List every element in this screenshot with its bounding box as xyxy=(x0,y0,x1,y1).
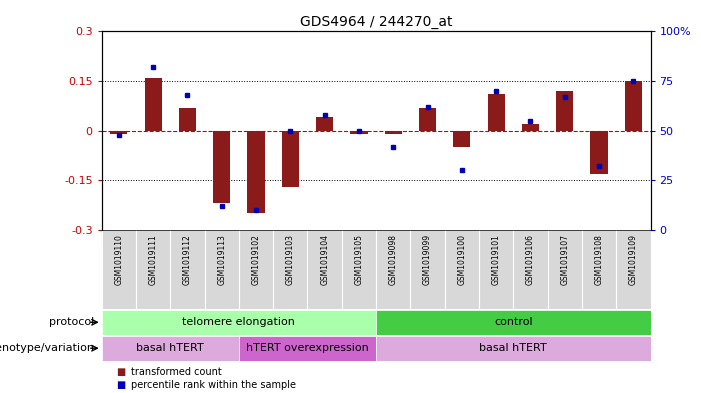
Text: GSM1019107: GSM1019107 xyxy=(560,234,569,285)
Bar xyxy=(376,336,651,361)
Bar xyxy=(488,94,505,130)
Bar xyxy=(102,336,239,361)
Text: GSM1019110: GSM1019110 xyxy=(114,234,123,285)
Bar xyxy=(625,81,642,130)
Bar xyxy=(454,130,470,147)
Text: GSM1019111: GSM1019111 xyxy=(149,234,158,285)
Text: GSM1019104: GSM1019104 xyxy=(320,234,329,285)
Text: GSM1019103: GSM1019103 xyxy=(286,234,295,285)
Text: GSM1019113: GSM1019113 xyxy=(217,234,226,285)
Text: protocol: protocol xyxy=(49,317,95,327)
Text: percentile rank within the sample: percentile rank within the sample xyxy=(131,380,296,390)
Bar xyxy=(144,78,162,130)
Text: genotype/variation: genotype/variation xyxy=(0,343,95,353)
Bar xyxy=(102,310,376,335)
Text: GSM1019101: GSM1019101 xyxy=(491,234,501,285)
Bar xyxy=(239,336,376,361)
Text: transformed count: transformed count xyxy=(131,367,222,377)
Text: GSM1019106: GSM1019106 xyxy=(526,234,535,285)
Text: basal hTERT: basal hTERT xyxy=(479,343,547,353)
Text: ■: ■ xyxy=(116,367,125,377)
Bar xyxy=(385,130,402,134)
Bar xyxy=(179,108,196,130)
Text: GSM1019098: GSM1019098 xyxy=(389,234,397,285)
Text: GSM1019112: GSM1019112 xyxy=(183,234,192,285)
Text: basal hTERT: basal hTERT xyxy=(137,343,204,353)
Text: ■: ■ xyxy=(116,380,125,390)
Title: GDS4964 / 244270_at: GDS4964 / 244270_at xyxy=(300,15,452,29)
Text: GSM1019105: GSM1019105 xyxy=(355,234,363,285)
Bar xyxy=(282,130,299,187)
Bar xyxy=(590,130,608,174)
Bar xyxy=(213,130,231,204)
Bar xyxy=(419,108,436,130)
Bar xyxy=(247,130,264,213)
Text: control: control xyxy=(494,317,533,327)
Bar xyxy=(316,118,333,130)
Bar xyxy=(110,130,128,134)
Text: GSM1019109: GSM1019109 xyxy=(629,234,638,285)
Bar xyxy=(350,130,367,134)
Bar xyxy=(556,91,573,130)
Bar xyxy=(522,124,539,130)
Text: telomere elongation: telomere elongation xyxy=(182,317,295,327)
Text: GSM1019100: GSM1019100 xyxy=(457,234,466,285)
Text: GSM1019108: GSM1019108 xyxy=(594,234,604,285)
Text: GSM1019102: GSM1019102 xyxy=(252,234,261,285)
Text: GSM1019099: GSM1019099 xyxy=(423,234,432,285)
Text: hTERT overexpression: hTERT overexpression xyxy=(246,343,369,353)
Bar xyxy=(376,310,651,335)
